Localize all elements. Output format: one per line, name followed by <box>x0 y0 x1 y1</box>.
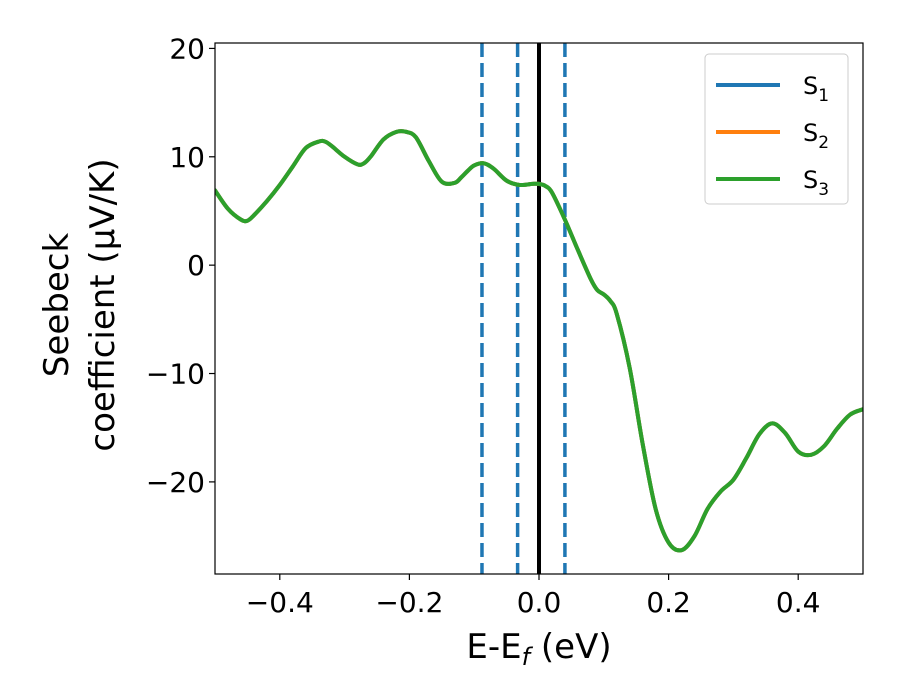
y-tick-label: −20 <box>146 466 205 499</box>
y-tick-label: 0 <box>187 249 205 282</box>
x-tick-label: 0.0 <box>517 586 562 619</box>
legend-label-s3: S3 <box>803 166 829 200</box>
y-axis-label-line1: Seebeck <box>37 233 77 378</box>
x-tick-label: −0.2 <box>375 586 443 619</box>
reference-lines <box>480 43 567 574</box>
x-axis-label-main: E-E <box>466 627 521 667</box>
x-tick-label: 0.4 <box>776 586 821 619</box>
legend-label-s2: S2 <box>803 119 829 153</box>
legend-label-s1: S1 <box>803 72 829 106</box>
x-axis-ticks: −0.4 −0.2 0.0 0.2 0.4 <box>246 574 821 619</box>
series-lines <box>215 129 863 553</box>
legend-frame <box>704 53 849 205</box>
x-tick-label: −0.4 <box>246 586 314 619</box>
y-axis-label: Seebeck coefficient (μV/K) <box>37 158 123 451</box>
y-axis-ticks: −20 −10 0 10 20 <box>146 32 215 499</box>
y-tick-label: 20 <box>169 32 205 65</box>
series-line-s3 <box>215 129 863 553</box>
y-axis-label-line2: coefficient (μV/K) <box>83 158 123 451</box>
x-axis-label-unit: (eV) <box>530 627 612 667</box>
legend: S1 S2 S3 <box>704 53 849 205</box>
x-axis-label: E-Ef (eV) <box>466 627 611 671</box>
y-tick-label: −10 <box>146 358 205 391</box>
x-tick-label: 0.2 <box>646 586 691 619</box>
y-tick-label: 10 <box>169 141 205 174</box>
